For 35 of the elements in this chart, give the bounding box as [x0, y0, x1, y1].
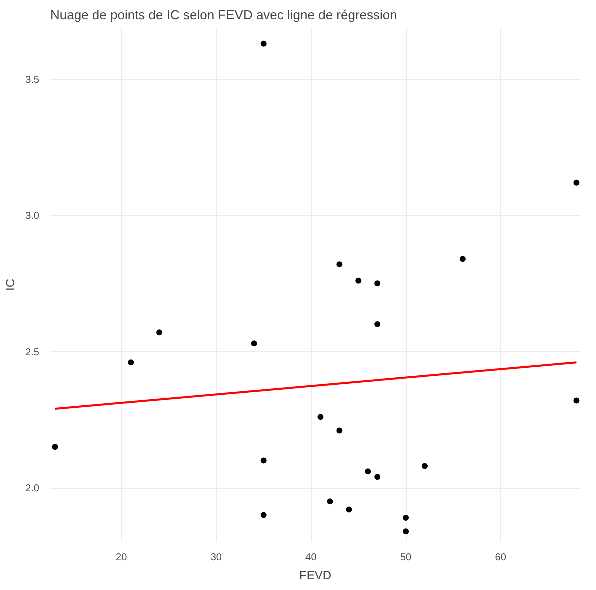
y-tick-label: 3.5: [26, 74, 40, 86]
point: [260, 512, 267, 518]
y-tick-label: 2.5: [26, 347, 40, 358]
point: [460, 256, 466, 262]
point: [251, 340, 258, 347]
point: [327, 498, 334, 505]
point: [374, 474, 381, 480]
point: [260, 458, 267, 464]
x-tick-label: 50: [400, 552, 412, 564]
point: [336, 262, 343, 268]
point: [156, 330, 163, 336]
point: [422, 463, 428, 470]
point: [403, 514, 410, 521]
point: [403, 528, 410, 535]
point: [318, 414, 324, 420]
point: [365, 468, 372, 475]
x-tick-label: 40: [306, 552, 318, 564]
point: [128, 360, 134, 366]
y-axis-title: IC: [4, 278, 18, 291]
x-tick-label: 20: [116, 552, 128, 564]
point: [356, 278, 362, 284]
point: [52, 444, 58, 450]
x-axis-title: FEVD: [300, 568, 332, 582]
point: [374, 322, 381, 328]
point: [574, 180, 580, 186]
x-tick-label: 60: [495, 552, 507, 564]
x-tick-label: 30: [210, 552, 222, 564]
point: [260, 40, 267, 47]
point: [346, 506, 352, 513]
point: [336, 428, 343, 434]
point: [374, 280, 381, 287]
point: [574, 398, 580, 404]
y-tick-label: 3.0: [26, 211, 40, 222]
y-tick-label: 2.0: [26, 484, 40, 495]
chart-title: Nuage de points de IC selon FEVD avec ligne de régression: [50, 8, 398, 22]
